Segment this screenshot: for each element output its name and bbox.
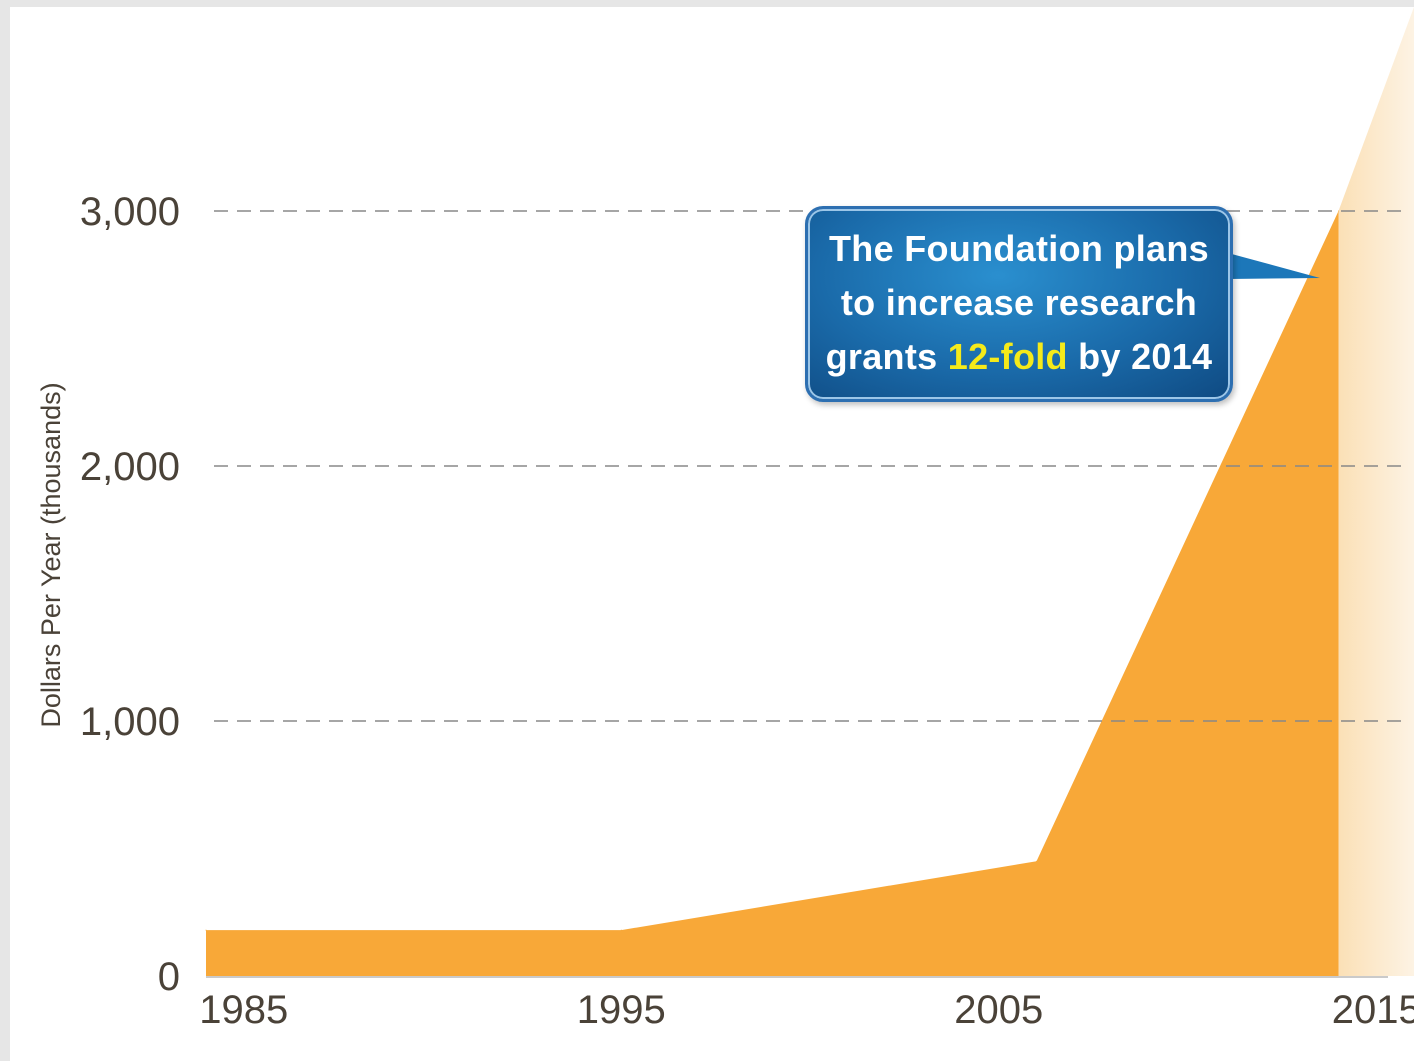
area-layer [205,210,1339,976]
y-tick-labels: 0 1,000 2,000 3,000 [80,190,180,999]
annotation-callout: The Foundation plans to increase researc… [805,206,1233,402]
x-tick-labels: 1985 1995 2005 2015 [199,988,1414,1032]
annotation-line-3-pre: grants [825,336,948,377]
area-chart: 0 1,000 2,000 3,000 1985 1995 2005 2015 Dollar… [36,7,1414,1032]
data-point [205,929,207,931]
projection-area [1338,7,1414,976]
annotation-line-3: grants 12-fold by 2014 [808,330,1230,384]
annotation-line-1: The Foundation plans [829,228,1209,269]
callout-pointer [1228,253,1320,279]
y-tick-label: 2,000 [80,445,180,489]
chart-frame: 0 1,000 2,000 3,000 1985 1995 2005 2015 Dollar… [10,7,1414,1061]
data-point [1036,860,1037,862]
annotation-highlight: 12-fold [947,336,1068,377]
x-tick-label: 2005 [954,988,1043,1032]
data-point [620,929,622,931]
y-tick-label: 3,000 [80,190,180,234]
annotation-line-2: to increase research [840,282,1198,323]
x-tick-label: 2015 [1332,988,1414,1032]
projection-layer [1338,7,1414,976]
y-tick-label: 0 [158,955,180,999]
annotation-line-3-post: by 2014 [1067,336,1213,377]
x-tick-label: 1995 [577,988,666,1032]
data-point [1338,210,1339,212]
y-axis-title: Dollars Per Year (thousands) [36,382,66,727]
y-tick-label: 1,000 [80,700,180,744]
funding-area [206,211,1339,976]
x-tick-label: 1985 [199,988,288,1032]
